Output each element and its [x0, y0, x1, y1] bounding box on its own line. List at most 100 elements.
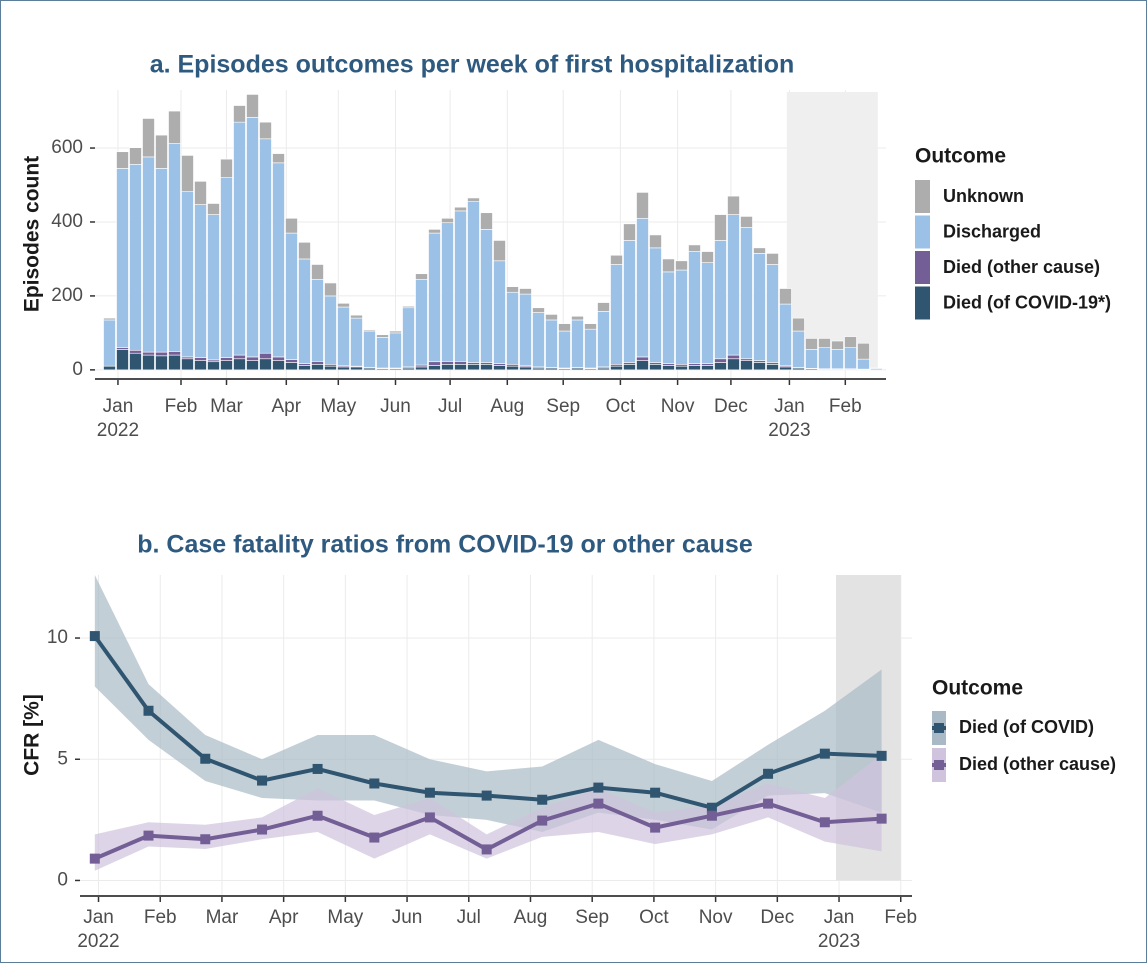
bar-segment [246, 94, 259, 118]
bar-segment [389, 332, 402, 369]
bar-segment [181, 191, 194, 358]
point [481, 844, 492, 855]
chart-title: a. Episodes outcomes per week of first h… [150, 51, 795, 79]
point [200, 834, 211, 845]
bar-segment [558, 330, 571, 369]
bar-segment [545, 319, 558, 368]
bar-segment [220, 177, 233, 358]
bar-segment [805, 349, 818, 369]
bar-segment [233, 105, 246, 123]
bar-segment [766, 264, 779, 363]
x-tick-label: Dec [714, 396, 748, 417]
y-tick-label: 0 [72, 359, 83, 380]
bar-segment [298, 365, 311, 371]
bar-segment [610, 365, 623, 371]
bar-segment [350, 317, 363, 367]
x-tick-label: Feb [165, 396, 198, 417]
bar-segment [493, 260, 506, 364]
x-tick-label: Jan [824, 907, 855, 928]
point [424, 812, 435, 823]
bar-segment [571, 319, 584, 368]
bar-segment [740, 360, 753, 371]
bar-segment [636, 360, 649, 371]
bar-segment [688, 244, 701, 252]
bar-segment [597, 302, 610, 312]
bar-segment [714, 362, 727, 371]
point [763, 768, 774, 779]
bar-segment [701, 251, 714, 263]
bar-segment [285, 232, 298, 360]
bar-segment [558, 323, 571, 332]
bar-segment [428, 361, 441, 366]
bar-segment [311, 361, 324, 365]
bar-segment [116, 151, 129, 169]
y-tick-label: 400 [51, 211, 83, 232]
bar-segment [688, 251, 701, 364]
bar-segment [441, 361, 454, 365]
bar-segment [649, 364, 662, 371]
point [819, 748, 830, 759]
point [819, 817, 830, 828]
x-year-label: 2022 [77, 931, 119, 952]
legend-point [934, 760, 944, 770]
bar-segment [480, 364, 493, 371]
bar-segment [623, 240, 636, 363]
legend-swatch [915, 180, 930, 213]
bar-segment [272, 360, 285, 371]
bar-segment [103, 317, 116, 321]
point [706, 810, 717, 821]
bar-segment [389, 330, 402, 334]
chart: b. Case fatality ratios from COVID-19 or… [21, 531, 1117, 952]
bar-segment [753, 362, 766, 371]
bar-segment [415, 366, 428, 371]
point [424, 787, 435, 798]
x-tick-label: Oct [639, 907, 669, 928]
chart-title: b. Case fatality ratios from COVID-19 or… [137, 531, 753, 559]
bar-segment [454, 206, 467, 212]
bar-segment [727, 354, 740, 360]
bar-segment [779, 288, 792, 305]
x-tick-label: Jul [438, 396, 462, 417]
bar-segment [233, 358, 246, 371]
x-tick-label: Apr [269, 907, 299, 928]
bar-segment [285, 362, 298, 371]
legend-label: Died (of COVID) [959, 717, 1094, 737]
bar-segment [259, 138, 272, 354]
bar-segment [675, 269, 688, 365]
bar-segment [194, 204, 207, 358]
bar-segment [662, 258, 675, 273]
point [593, 798, 604, 809]
bar-segment [610, 254, 623, 265]
bar-segment [740, 227, 753, 360]
bar-segment [441, 222, 454, 362]
point [257, 775, 268, 786]
bar-segment [142, 156, 155, 353]
bar-segment [259, 121, 272, 140]
point [200, 753, 211, 764]
bar-segment [584, 323, 597, 330]
bar-segment [415, 278, 428, 366]
point [312, 763, 323, 774]
bar-segment [272, 153, 285, 164]
bar-segment [168, 143, 181, 352]
bar-segment [649, 247, 662, 363]
bar-segment [298, 242, 311, 260]
bar-segment [155, 168, 168, 353]
legend-label: Died (other cause) [959, 754, 1116, 774]
bar-segment [441, 217, 454, 224]
bar-segment [506, 286, 519, 293]
bar-segment [233, 354, 246, 360]
bar-segment [337, 303, 350, 308]
point [876, 750, 887, 761]
bar-segment [376, 334, 389, 338]
bar-segment [493, 365, 506, 371]
x-tick-label: Jun [392, 907, 423, 928]
bar-segment [285, 217, 298, 234]
bar-segment [415, 273, 428, 280]
bar-segment [168, 110, 181, 144]
bar-segment [246, 356, 259, 361]
x-tick-label: Sep [546, 396, 580, 417]
point [312, 810, 323, 821]
bar-segment [376, 337, 389, 369]
